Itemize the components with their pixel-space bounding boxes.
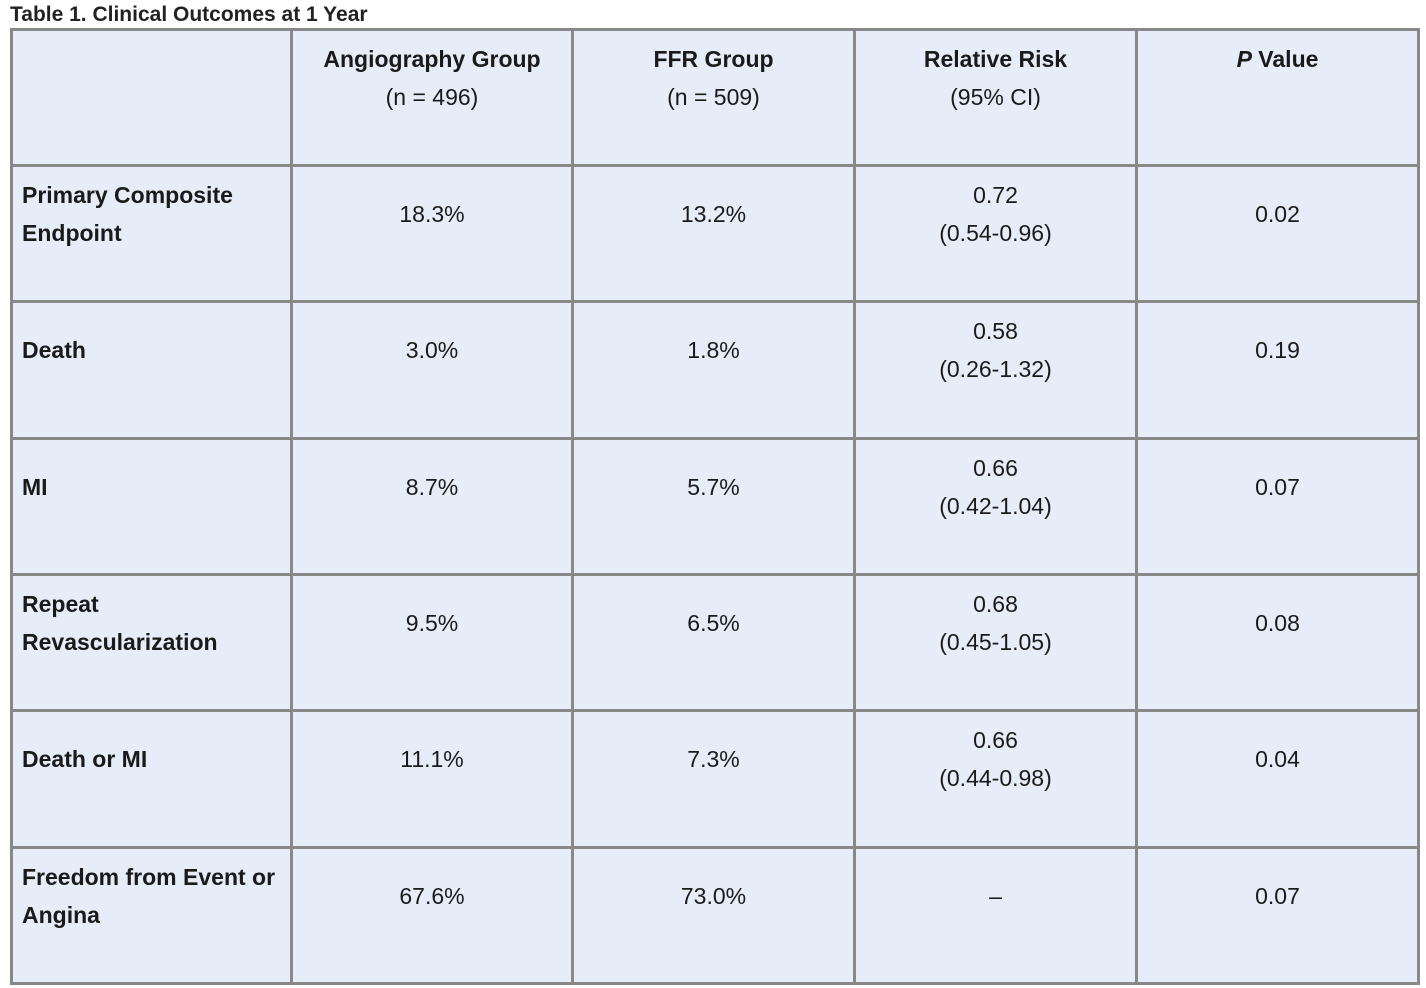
- header-title: FFR Group: [653, 46, 774, 72]
- p-value: 0.04: [1138, 712, 1420, 849]
- header-title: Angiography Group: [323, 46, 541, 72]
- confidence-interval: (0.54-0.96): [939, 220, 1052, 246]
- relative-risk-cell: 0.66 (0.44-0.98): [856, 712, 1138, 849]
- ffr-value: 1.8%: [574, 303, 856, 440]
- confidence-interval: (0.26-1.32): [939, 356, 1052, 383]
- table-row: Freedom from Event or Angina 67.6% 73.0%…: [13, 848, 1420, 985]
- ffr-value: 6.5%: [574, 575, 856, 713]
- relative-risk-cell: 0.68 (0.45-1.05): [856, 575, 1138, 713]
- clinical-outcomes-table: Angiography Group (n = 496) FFR Group (n…: [10, 28, 1420, 985]
- header-cell-angiography: Angiography Group (n = 496): [293, 31, 574, 167]
- row-label: Primary Composite Endpoint: [13, 167, 293, 304]
- header-cell-ffr: FFR Group (n = 509): [574, 31, 856, 167]
- row-label: Repeat Revascularization: [13, 575, 293, 713]
- p-value: 0.08: [1138, 575, 1420, 713]
- relative-risk-cell: 0.72 (0.54-0.96): [856, 167, 1138, 304]
- relative-risk-value: 0.58: [973, 318, 1018, 345]
- p-value: 0.19: [1138, 303, 1420, 440]
- angiography-value: 8.7%: [293, 439, 574, 576]
- p-value: 0.07: [1138, 848, 1420, 985]
- relative-risk-value: 0.68: [973, 590, 1018, 617]
- header-cell-empty: [13, 31, 293, 167]
- confidence-interval: (0.45-1.05): [939, 628, 1052, 655]
- row-label: MI: [13, 439, 293, 576]
- ffr-value: 73.0%: [574, 848, 856, 985]
- header-subtitle: (n = 496): [385, 84, 479, 110]
- header-title: Relative Risk: [923, 46, 1068, 72]
- relative-risk-cell: 0.58 (0.26-1.32): [856, 303, 1138, 440]
- ffr-value: 13.2%: [574, 167, 856, 304]
- relative-risk-value: 0.72: [973, 182, 1018, 208]
- relative-risk-value: –: [989, 882, 1002, 909]
- angiography-value: 67.6%: [293, 848, 574, 985]
- relative-risk-cell: 0.66 (0.42-1.04): [856, 439, 1138, 576]
- row-label: Death: [13, 303, 293, 440]
- header-row: Angiography Group (n = 496) FFR Group (n…: [13, 31, 1420, 167]
- table-row: Primary Composite Endpoint 18.3% 13.2% 0…: [13, 167, 1420, 304]
- header-title: P Value: [1146, 40, 1409, 78]
- relative-risk-value: 0.66: [973, 454, 1018, 481]
- relative-risk-value: 0.66: [973, 727, 1018, 754]
- confidence-interval: (0.42-1.04): [939, 492, 1052, 519]
- table-row: MI 8.7% 5.7% 0.66 (0.42-1.04) 0.07: [13, 439, 1420, 576]
- table-row: Death 3.0% 1.8% 0.58 (0.26-1.32) 0.19: [13, 303, 1420, 440]
- confidence-interval: (0.44-0.98): [939, 765, 1052, 792]
- angiography-value: 9.5%: [293, 575, 574, 713]
- header-title-italic: P: [1236, 46, 1252, 72]
- table-row: Repeat Revascularization 9.5% 6.5% 0.68 …: [13, 575, 1420, 713]
- relative-risk-cell: –: [856, 848, 1138, 985]
- p-value: 0.07: [1138, 439, 1420, 576]
- row-label: Freedom from Event or Angina: [13, 848, 293, 985]
- header-subtitle: (n = 509): [667, 84, 760, 110]
- angiography-value: 18.3%: [293, 167, 574, 304]
- angiography-value: 3.0%: [293, 303, 574, 440]
- table-caption: Table 1. Clinical Outcomes at 1 Year: [10, 3, 368, 26]
- ffr-value: 7.3%: [574, 712, 856, 849]
- angiography-value: 11.1%: [293, 712, 574, 849]
- row-label: Death or MI: [13, 712, 293, 849]
- header-cell-p-value: P Value: [1138, 31, 1420, 167]
- ffr-value: 5.7%: [574, 439, 856, 576]
- p-value: 0.02: [1138, 167, 1420, 304]
- header-cell-relative-risk: Relative Risk (95% CI): [856, 31, 1138, 167]
- header-subtitle: (95% CI): [950, 84, 1041, 110]
- table-row: Death or MI 11.1% 7.3% 0.66 (0.44-0.98) …: [13, 712, 1420, 849]
- header-title-rest: Value: [1251, 46, 1319, 72]
